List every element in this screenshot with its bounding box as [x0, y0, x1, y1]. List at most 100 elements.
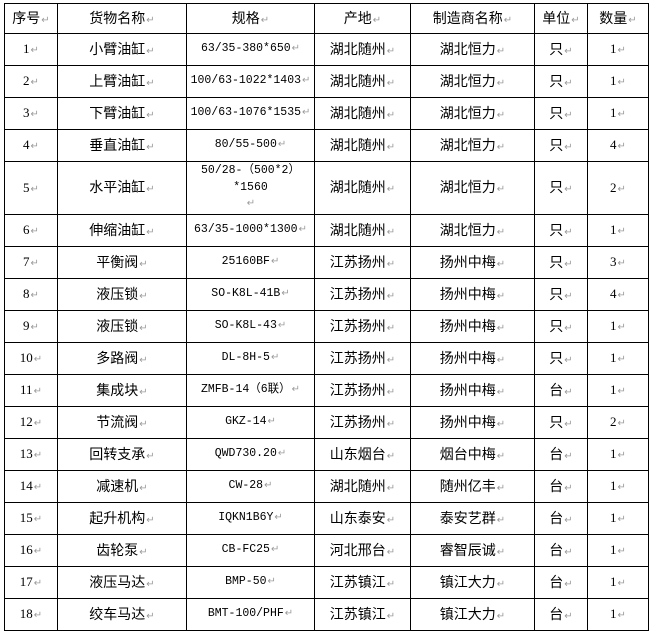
cell-text: 河北邢台 [329, 541, 386, 558]
paragraph-mark-icon: ↵ [30, 45, 39, 57]
cell-unit-row-6: 只↵ [534, 214, 588, 248]
paragraph-mark-icon: ↵ [139, 258, 148, 270]
paragraph-mark-icon: ↵ [274, 512, 283, 524]
cell-text: 数量 [599, 9, 628, 26]
cell-text: 80/55-500 [214, 138, 277, 152]
paragraph-mark-icon: ↵ [146, 184, 155, 196]
paragraph-mark-icon: ↵ [496, 418, 506, 430]
cell-index-row-18: 18↵ [4, 598, 58, 631]
cell-text: 规格 [231, 9, 260, 26]
cell-unit-row-8: 只↵ [534, 278, 588, 312]
paragraph-mark-icon: ↵ [496, 141, 506, 153]
paragraph-mark-icon: ↵ [496, 482, 506, 494]
cell-text: 台 [549, 477, 564, 494]
cell-text: 16 [19, 542, 33, 558]
cell-text: 扬州中梅 [439, 317, 496, 334]
cell-origin-row-18: 江苏镇江↵ [314, 598, 411, 631]
cell-maker-row-8: 扬州中梅↵ [410, 278, 535, 312]
cell-spec-row-15: IQKN1B6Y↵ [186, 502, 315, 536]
paragraph-mark-icon: ↵ [564, 184, 573, 196]
paragraph-mark-icon: ↵ [302, 75, 311, 87]
cell-text: 1 [610, 510, 617, 526]
paragraph-mark-icon: ↵ [496, 322, 506, 334]
paragraph-mark-icon: ↵ [267, 576, 276, 588]
cell-text: 18 [19, 606, 33, 622]
cell-text: 只 [549, 221, 564, 238]
cell-name-row-5: 水平油缸↵ [57, 160, 187, 216]
paragraph-mark-icon: ↵ [564, 45, 573, 57]
cell-origin-row-7: 江苏扬州↵ [314, 246, 411, 280]
table-row: 8↵ 液压锁↵ SO-K8L-41B↵ 江苏扬州↵ 扬州中梅↵ 只↵ 4↵ [4, 278, 649, 312]
cell-text: 4 [610, 286, 617, 302]
cell-text: 液压锁 [96, 285, 139, 302]
cell-text: 17 [19, 574, 33, 590]
cell-text: 台 [549, 509, 564, 526]
paragraph-mark-icon: ↵ [496, 546, 506, 558]
cell-text: 湖北随州 [329, 221, 386, 238]
cell-text: SO-K8L-41B [211, 287, 281, 301]
cell-text: 7 [23, 254, 30, 270]
cell-text: 5 [23, 179, 30, 195]
cell-spec-row-10: DL-8H-5↵ [186, 342, 315, 376]
paragraph-mark-icon: ↵ [564, 290, 573, 302]
paragraph-mark-icon: ↵ [139, 482, 148, 494]
cell-name-row-7: 平衡阀↵ [57, 246, 187, 280]
paragraph-mark-icon: ↵ [496, 258, 506, 270]
paragraph-mark-icon: ↵ [270, 256, 280, 268]
cell-spec-row-8: SO-K8L-41B↵ [186, 278, 315, 312]
cell-text: 江苏扬州 [329, 285, 386, 302]
column-header-qty: 数量↵ [587, 3, 649, 34]
paragraph-mark-icon: ↵ [277, 320, 287, 332]
cell-origin-row-13: 山东烟台↵ [314, 438, 411, 472]
paragraph-mark-icon: ↵ [246, 198, 256, 210]
cell-maker-row-14: 随州亿丰↵ [410, 470, 535, 504]
cell-name-row-18: 绞车马达↵ [57, 598, 187, 631]
cell-text: 1 [23, 41, 30, 57]
cell-index-row-4: 4↵ [4, 129, 58, 162]
paragraph-mark-icon: ↵ [33, 418, 43, 430]
paragraph-mark-icon: ↵ [386, 578, 396, 590]
cell-text: 江苏扬州 [329, 349, 386, 366]
column-header-name: 货物名称↵ [57, 3, 187, 34]
cell-unit-row-9: 只↵ [534, 310, 588, 344]
cell-text: 齿轮泵 [96, 541, 139, 558]
cell-qty-row-14: 1↵ [587, 470, 649, 504]
cell-text: 垂直油缸 [89, 136, 146, 153]
cell-text: 湖北随州 [329, 40, 386, 57]
paragraph-mark-icon: ↵ [496, 109, 506, 121]
cell-text: 2 [610, 414, 617, 430]
cell-qty-row-9: 1↵ [587, 310, 649, 344]
paragraph-mark-icon: ↵ [267, 416, 276, 428]
cell-text: BMP-50 [225, 575, 267, 589]
cell-text: 1 [610, 105, 617, 121]
paragraph-mark-icon: ↵ [628, 14, 637, 26]
cell-text: 台 [549, 381, 564, 398]
cell-text: 湖北随州 [329, 72, 386, 89]
paragraph-mark-icon: ↵ [496, 184, 506, 196]
paragraph-mark-icon: ↵ [564, 514, 573, 526]
cell-text: 100/63-1076*1535 [190, 106, 302, 120]
cell-text: 伸缩油缸 [89, 221, 146, 238]
cell-text: 1 [610, 574, 617, 590]
cell-text: 台 [549, 605, 564, 622]
cell-index-row-17: 17↵ [4, 566, 58, 600]
goods-table: 序号↵ 货物名称↵ 规格↵ 产地↵ 制造商名称↵ 单位↵ 数量↵ 1↵ 小臂油缸↵ 63/35-… [4, 3, 649, 631]
cell-qty-row-13: 1↵ [587, 438, 649, 472]
table-row: 5↵ 水平油缸↵ 50/28-（500*2） *1560↵ 湖北随州↵ 湖北恒力↵ 只↵ 2… [4, 160, 649, 216]
cell-text: 15 [19, 510, 33, 526]
cell-text: 液压锁 [96, 317, 139, 334]
cell-text: 台 [549, 541, 564, 558]
paragraph-mark-icon: ↵ [617, 45, 626, 57]
cell-spec-row-17: BMP-50↵ [186, 566, 315, 600]
cell-spec-row-5: 50/28-（500*2） *1560 ↵ [186, 160, 315, 216]
cell-qty-row-2: 1↵ [587, 65, 649, 98]
paragraph-mark-icon: ↵ [496, 290, 506, 302]
paragraph-mark-icon: ↵ [30, 109, 39, 121]
paragraph-mark-icon: ↵ [564, 418, 573, 430]
paragraph-mark-icon: ↵ [564, 386, 573, 398]
paragraph-mark-icon: ↵ [496, 77, 506, 89]
cell-unit-row-12: 只↵ [534, 406, 588, 440]
table-row: 12↵ 节流阀↵ GKZ-14↵ 江苏扬州↵ 扬州中梅↵ 只↵ 2↵ [4, 406, 649, 440]
cell-spec-row-2: 100/63-1022*1403↵ [186, 65, 315, 98]
cell-text: 镇江大力 [439, 573, 496, 590]
